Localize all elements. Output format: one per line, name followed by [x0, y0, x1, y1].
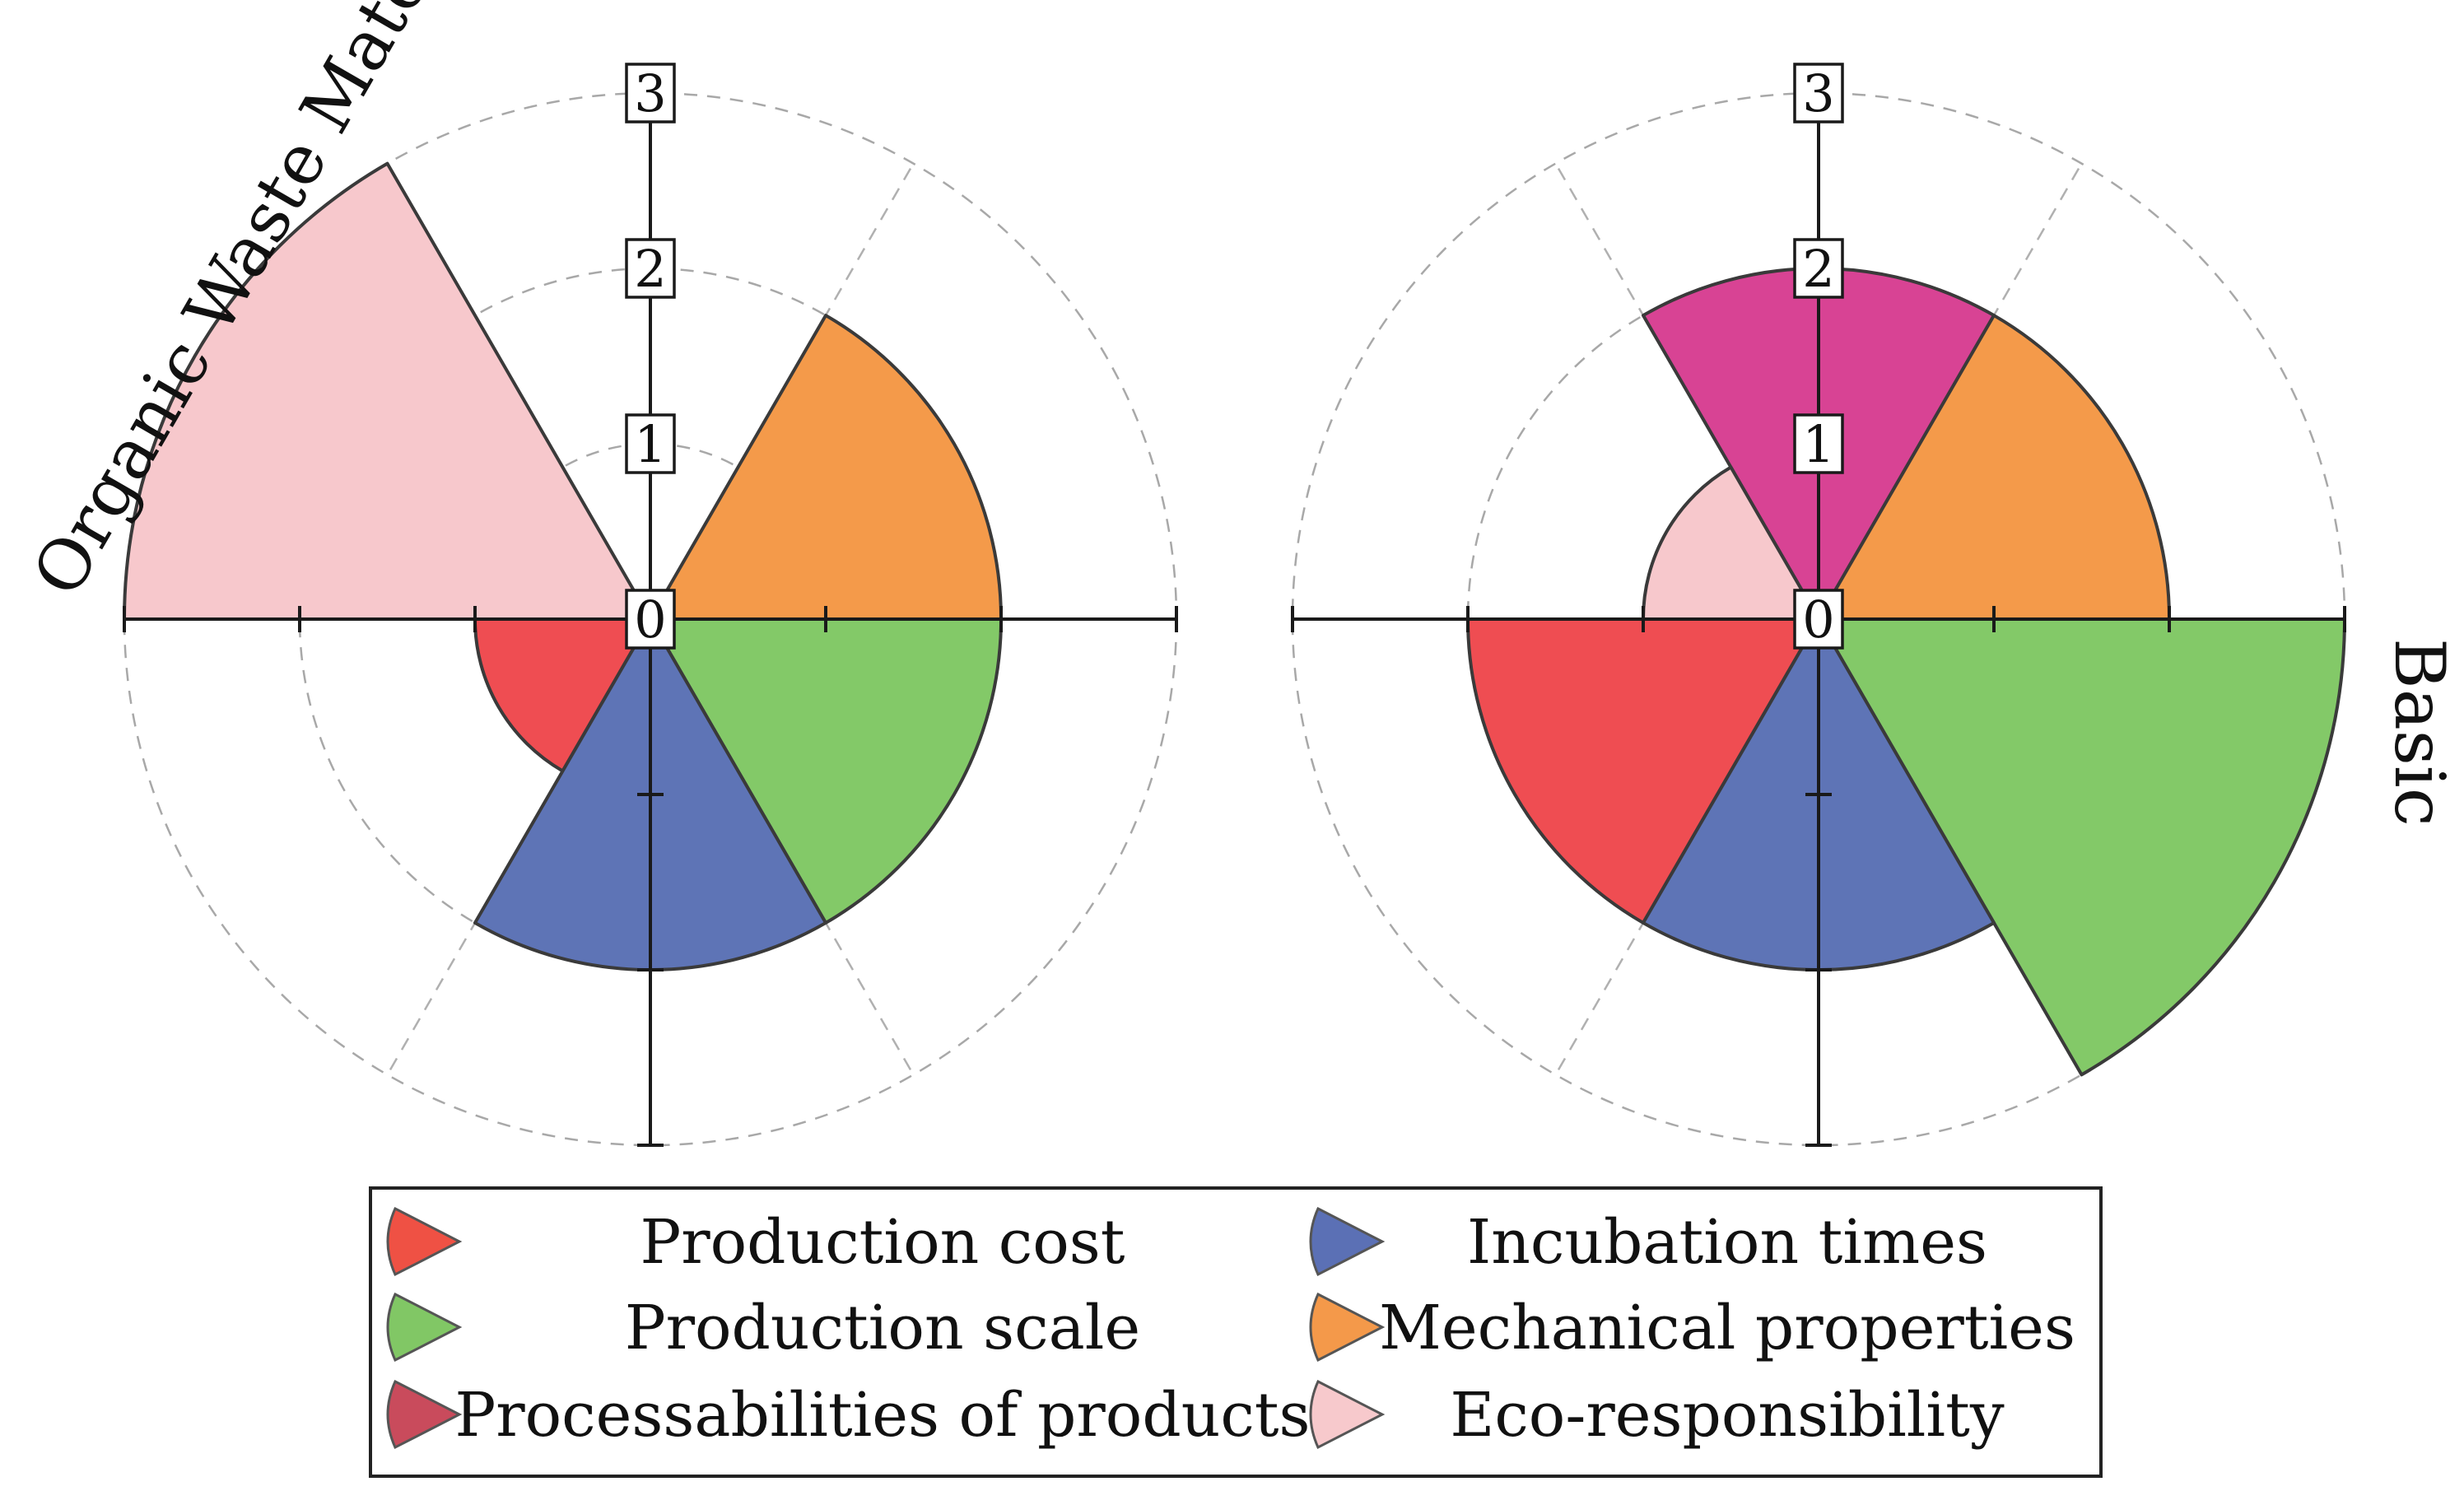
sector-mechanical-properties	[649, 314, 1003, 621]
tick-label: 1	[1802, 414, 1834, 474]
legend-marker	[1309, 1379, 1386, 1450]
polar-chart-organic-waste-material: 0 1 2 3	[123, 63, 1178, 1147]
tick-label: 3	[634, 63, 666, 123]
tick-label-box	[625, 63, 676, 123]
tick-label: 2	[634, 239, 666, 299]
tick-label: 1	[634, 414, 666, 474]
sector-eco-responsibility	[1642, 465, 1820, 621]
sector-mechanical-properties	[1817, 314, 2171, 621]
radial-tick-labels: 0 1 2 3	[625, 63, 676, 650]
chart-title-basic: Basic	[2379, 638, 2460, 827]
legend-marker	[386, 1292, 463, 1363]
tick-label-box	[1793, 413, 1844, 474]
legend-label: Eco-responsibility	[1450, 1380, 2004, 1451]
legend-label: Incubation times	[1467, 1207, 1987, 1278]
tick-label-box	[625, 589, 676, 650]
legend-marker	[386, 1379, 463, 1450]
tick-label: 0	[1802, 589, 1834, 650]
legend-item-processabilities-of-products: Processabilities of products	[386, 1379, 1311, 1451]
sector-production-scale	[1817, 617, 2346, 1077]
radial-tick-labels: 0 1 2 3	[1793, 63, 1844, 650]
tick-label-box	[625, 413, 676, 474]
tick-label-box	[1793, 238, 1844, 299]
sector-eco-responsibility	[123, 161, 652, 621]
sector-production-cost	[1466, 617, 1820, 925]
tick-label-box	[1793, 589, 1844, 650]
legend-label: Mechanical properties	[1379, 1293, 2075, 1363]
legend-frame	[369, 1186, 2103, 1478]
sector-production-scale	[649, 617, 1003, 925]
polar-chart-basic: 0 1 2 3	[1291, 63, 2346, 1147]
legend-item-production-scale: Production scale	[386, 1292, 1140, 1363]
tick-label: 2	[1802, 239, 1834, 299]
legend-label: Production cost	[640, 1207, 1125, 1278]
legend-item-production-cost: Production cost	[386, 1206, 1125, 1278]
tick-label: 3	[1802, 63, 1834, 123]
tick-label: 0	[634, 589, 666, 650]
sector-production-cost	[473, 617, 652, 773]
legend-marker	[386, 1206, 463, 1277]
tick-label-box	[1793, 63, 1844, 123]
tick-label-box	[625, 238, 676, 299]
legend-label: Processabilities of products	[454, 1380, 1310, 1451]
legend-label: Production scale	[625, 1293, 1140, 1363]
legend-item-eco-responsibility: Eco-responsibility	[1309, 1379, 2005, 1451]
legend-item-incubation-times: Incubation times	[1309, 1206, 1987, 1278]
legend: Production cost Incubation times Productio…	[369, 1186, 2103, 1478]
sectors	[1466, 267, 2346, 1077]
legend-marker	[1309, 1292, 1386, 1363]
legend-marker	[1309, 1206, 1386, 1277]
legend-item-mechanical-properties: Mechanical properties	[1309, 1292, 2075, 1363]
